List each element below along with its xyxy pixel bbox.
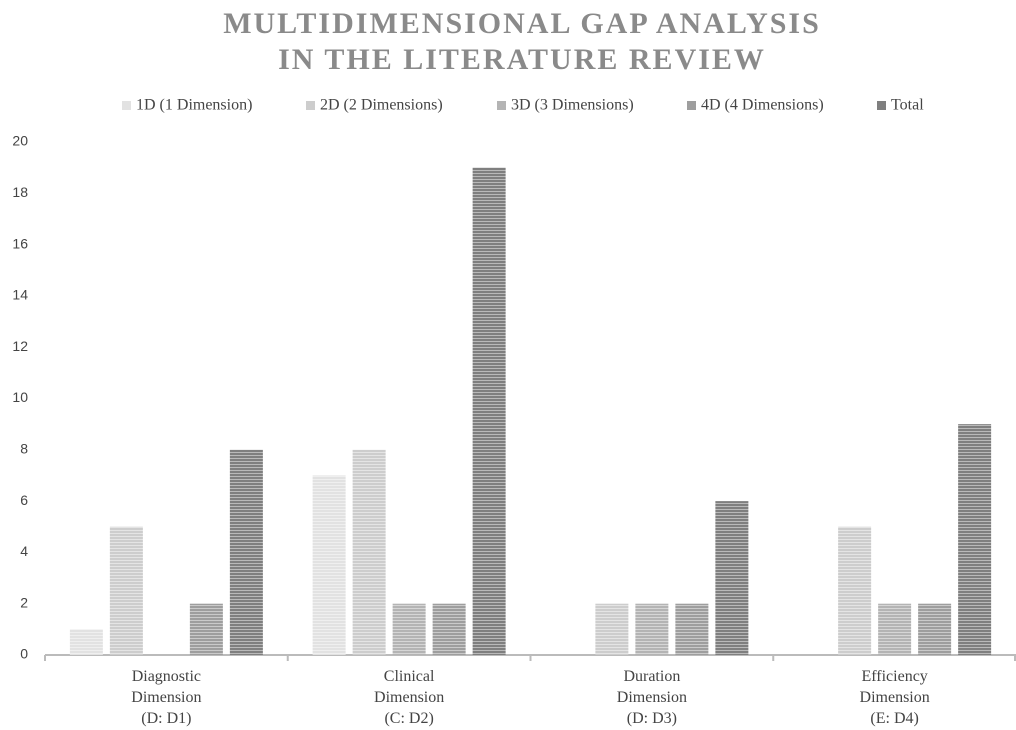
bar bbox=[432, 603, 466, 655]
bar bbox=[918, 603, 952, 655]
bar bbox=[229, 449, 263, 655]
y-tick-label: 6 bbox=[20, 492, 28, 508]
y-tick-label: 16 bbox=[12, 235, 28, 251]
legend-label: 2D (2 Dimensions) bbox=[320, 97, 443, 114]
y-tick-label: 4 bbox=[20, 543, 28, 559]
bar bbox=[878, 603, 912, 655]
y-tick-label: 0 bbox=[20, 646, 28, 662]
bar bbox=[109, 526, 143, 655]
legend-label: 3D (3 Dimensions) bbox=[511, 97, 634, 114]
legend-swatch bbox=[687, 101, 696, 110]
legend-swatch bbox=[122, 101, 131, 110]
legend-label: 1D (1 Dimension) bbox=[136, 97, 252, 114]
x-tick-label: Diagnostic Dimension (D: D1) bbox=[131, 668, 201, 727]
chart-title: IN THE LITERATURE REVIEW bbox=[278, 43, 766, 76]
bar bbox=[715, 501, 749, 655]
legend-swatch bbox=[877, 101, 886, 110]
y-tick-label: 20 bbox=[12, 133, 28, 149]
y-tick-label: 12 bbox=[12, 338, 28, 354]
chart-title: MULTIDIMENSIONAL GAP ANALYSIS bbox=[223, 7, 821, 40]
bar bbox=[392, 603, 426, 655]
bar bbox=[189, 603, 223, 655]
bar bbox=[635, 603, 669, 655]
bar bbox=[838, 526, 872, 655]
bar bbox=[675, 603, 709, 655]
bar bbox=[472, 167, 506, 655]
y-tick-label: 18 bbox=[12, 184, 28, 200]
legend-swatch bbox=[497, 101, 506, 110]
bar bbox=[312, 475, 346, 655]
bar bbox=[69, 629, 103, 655]
legend-swatch bbox=[306, 101, 315, 110]
legend-label: Total bbox=[891, 97, 924, 114]
x-tick-label: Clinical Dimension (C: D2) bbox=[374, 668, 444, 727]
y-tick-label: 8 bbox=[20, 441, 28, 457]
y-tick-label: 2 bbox=[20, 594, 28, 610]
y-tick-label: 10 bbox=[12, 389, 28, 405]
bar bbox=[352, 449, 386, 655]
bar bbox=[595, 603, 629, 655]
bar bbox=[958, 424, 992, 655]
legend-label: 4D (4 Dimensions) bbox=[701, 97, 824, 114]
x-tick-label: Duration Dimension (D: D3) bbox=[617, 668, 687, 727]
x-tick-label: Efficiency Dimension (E: D4) bbox=[860, 668, 930, 727]
y-tick-label: 14 bbox=[12, 287, 28, 303]
